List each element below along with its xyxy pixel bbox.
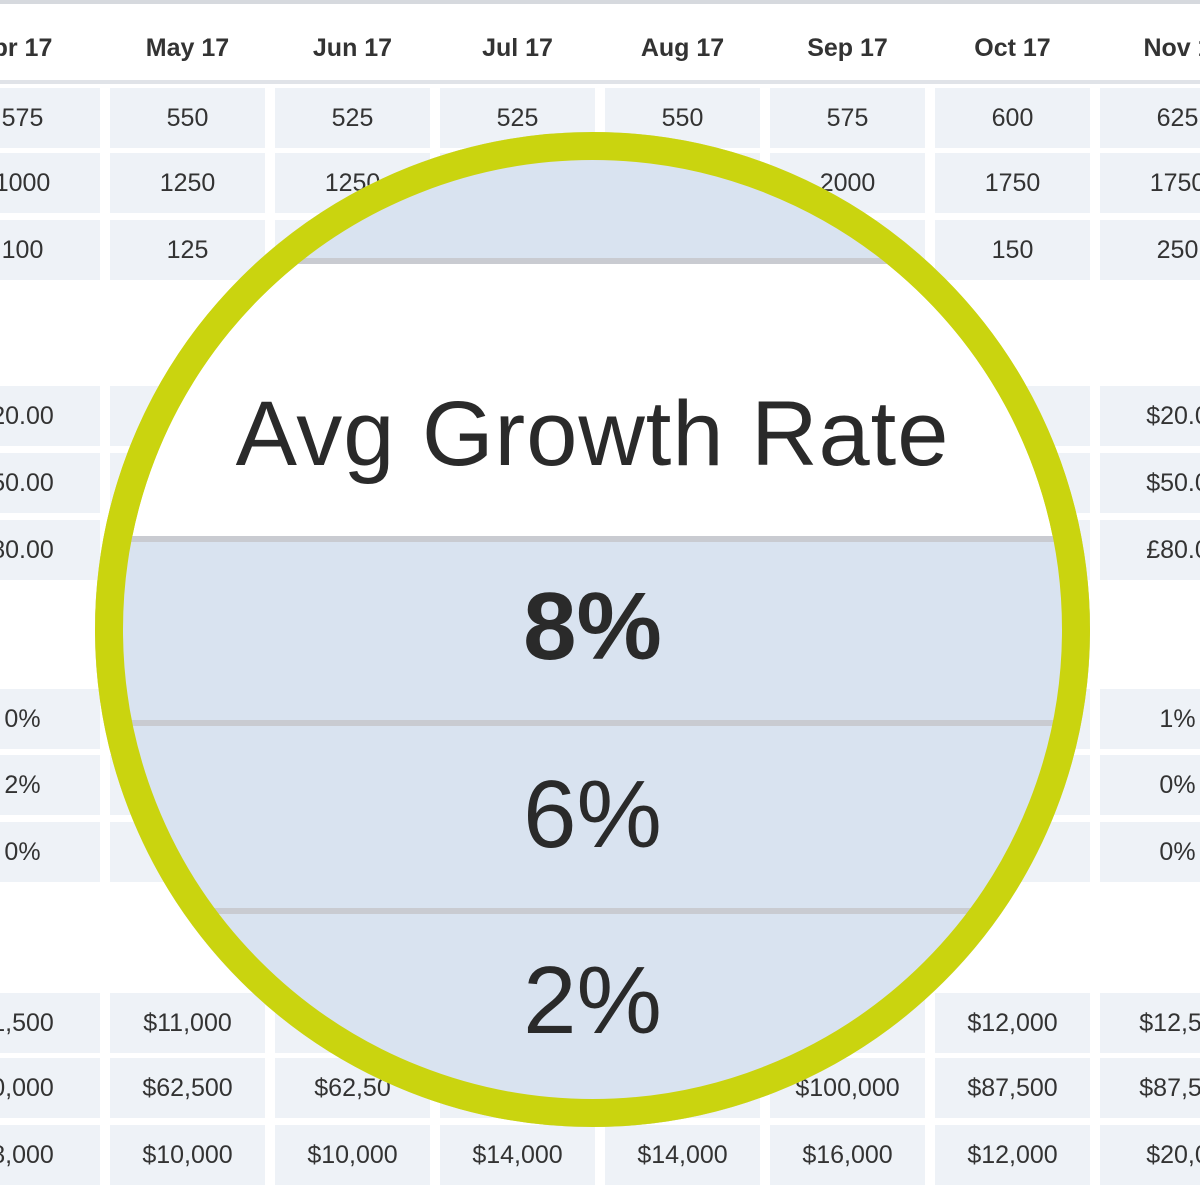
table-cell[interactable]: $10,000 [275, 1125, 430, 1185]
lens-band-3 [95, 914, 1090, 1127]
column-header[interactable]: Oct 17 [974, 34, 1051, 62]
lens-separator [95, 720, 1090, 726]
table-cell[interactable]: 0% [1100, 755, 1200, 815]
growth-rate-value-3: 2% [523, 947, 662, 1054]
growth-rate-value-1: 8% [523, 573, 662, 680]
table-cell[interactable]: 0% [0, 689, 100, 749]
table-cell[interactable]: 575 [0, 88, 100, 148]
table-cell[interactable]: 20.00 [0, 386, 100, 446]
table-cell[interactable]: 1000 [0, 153, 100, 213]
lens-separator [95, 536, 1090, 542]
table-cell[interactable]: 0% [1100, 822, 1200, 882]
table-cell[interactable]: 1% [1100, 689, 1200, 749]
table-cell[interactable]: 250 [1100, 220, 1200, 280]
column-header[interactable]: pr 17 [0, 34, 53, 62]
table-cell[interactable]: $10,000 [110, 1125, 265, 1185]
top-rule [0, 0, 1200, 4]
table-cell[interactable]: $12,000 [935, 1125, 1090, 1185]
avg-growth-rate-title: Avg Growth Rate [235, 383, 950, 485]
lens-separator [95, 908, 1090, 914]
magnifier-lens: Avg Growth Rate 8% 6% 2% [95, 132, 1090, 1127]
column-header[interactable]: May 17 [145, 34, 230, 62]
table-cell[interactable]: 0% [0, 822, 100, 882]
table-cell[interactable]: $20,0 [1100, 1125, 1200, 1185]
table-cell[interactable]: 100 [0, 220, 100, 280]
header-rule [0, 80, 1200, 84]
table-cell[interactable]: 2% [0, 755, 100, 815]
column-header[interactable]: Jun 17 [312, 34, 393, 62]
table-cell[interactable]: $20.0 [1100, 386, 1200, 446]
table-cell[interactable]: $14,000 [605, 1125, 760, 1185]
table-cell[interactable]: 1750 [1100, 153, 1200, 213]
lens-band-1 [95, 542, 1090, 722]
table-cell[interactable]: $87,50 [1100, 1058, 1200, 1118]
column-header[interactable]: Aug 17 [640, 34, 725, 62]
table-cell[interactable]: 80.00 [0, 520, 100, 580]
column-header[interactable]: Nov 1 [1143, 34, 1200, 62]
lens-band-2 [95, 726, 1090, 908]
lens-separator [95, 258, 1090, 264]
table-cell[interactable]: $12,50 [1100, 993, 1200, 1053]
table-cell[interactable]: 8,000 [0, 1125, 100, 1185]
table-cell[interactable]: £80.0 [1100, 520, 1200, 580]
growth-rate-value-2: 6% [523, 761, 662, 868]
table-cell[interactable]: $14,000 [440, 1125, 595, 1185]
column-header[interactable]: Jul 17 [482, 34, 553, 62]
table-cell[interactable]: 0,000 [0, 1058, 100, 1118]
table-cell[interactable]: 1,500 [0, 993, 100, 1053]
table-cell[interactable]: 625 [1100, 88, 1200, 148]
table-cell[interactable]: $50.0 [1100, 453, 1200, 513]
column-header[interactable]: Sep 17 [807, 34, 888, 62]
lens-band-top [95, 132, 1090, 260]
table-cell[interactable]: $16,000 [770, 1125, 925, 1185]
table-cell[interactable]: 50.00 [0, 453, 100, 513]
